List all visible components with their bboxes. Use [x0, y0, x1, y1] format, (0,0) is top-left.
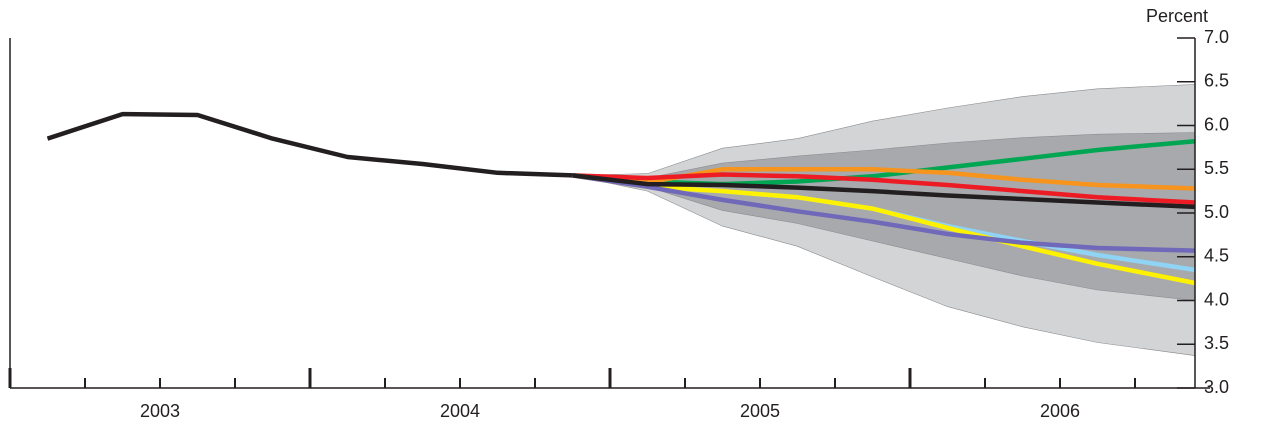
series-line — [572, 173, 1196, 253]
y-tick-label: 3.5 — [1204, 333, 1229, 353]
x-tick-label: 2005 — [740, 401, 780, 421]
y-tick-label: 5.5 — [1204, 158, 1229, 178]
y-tick-label: 4.0 — [1204, 289, 1229, 309]
y-tick-label: 6.5 — [1204, 71, 1229, 91]
y-tick-label: 5.0 — [1204, 202, 1229, 222]
x-tick-label: 2004 — [440, 401, 480, 421]
y-tick-label: 6.0 — [1204, 114, 1229, 134]
y-axis-label: Percent — [1146, 6, 1208, 26]
series-line — [572, 173, 1196, 286]
y-tick-label: 4.5 — [1204, 246, 1229, 266]
y-tick-label: 3.0 — [1204, 377, 1229, 397]
series-line — [46, 111, 573, 178]
x-tick-label: 2003 — [140, 401, 180, 421]
y-tick-label: 7.0 — [1204, 27, 1229, 47]
series-line — [572, 173, 1196, 210]
series-line — [572, 172, 1196, 205]
x-tick-label: 2006 — [1040, 401, 1080, 421]
